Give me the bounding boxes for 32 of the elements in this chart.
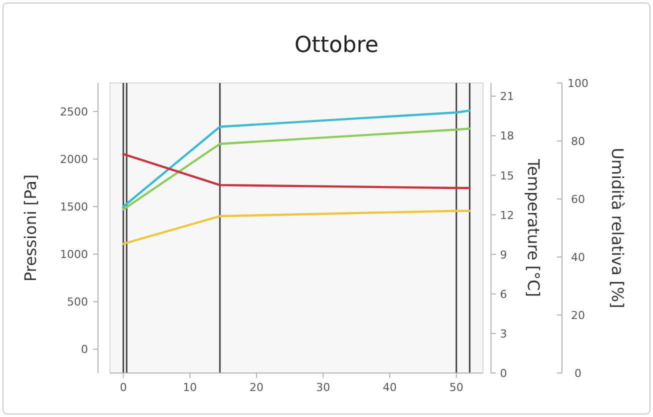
y3-tick-label: 80 xyxy=(571,135,585,148)
line-series xyxy=(122,128,471,211)
x-tick-label: 30 xyxy=(316,381,330,394)
x-tick-label: 0 xyxy=(120,381,127,394)
y-tick-label: 2500 xyxy=(60,106,88,119)
y3-tick-label: 100 xyxy=(568,77,588,90)
y2-tick-label: 0 xyxy=(500,367,507,380)
y2-tick-label: 21 xyxy=(500,90,514,104)
y3-tick-label: 40 xyxy=(571,251,585,264)
x-tick-label: 10 xyxy=(182,381,197,394)
y3-tick-label: 20 xyxy=(571,309,585,322)
y-tick-label: 1500 xyxy=(60,200,88,214)
y2-tick-label: 3 xyxy=(500,327,507,340)
y3-axis-title: Umidità relativa [%] xyxy=(608,148,627,308)
x-tick-label: 20 xyxy=(250,381,264,394)
y-tick-label: 0 xyxy=(81,343,88,356)
x-tick-label: 40 xyxy=(382,381,397,394)
y3-tick-label: 0 xyxy=(574,367,582,380)
y-tick-label: 500 xyxy=(67,296,88,309)
y2-axis-title: Temperature [°C] xyxy=(524,158,543,298)
y-tick-label: 2000 xyxy=(60,153,88,166)
chart-title: Ottobre xyxy=(294,33,379,58)
x-tick-label: 50 xyxy=(449,381,464,394)
y-axis-title: Pressioni [Pa] xyxy=(21,174,40,282)
y2-tick-label: 18 xyxy=(500,130,514,143)
y2-tick-label: 15 xyxy=(500,169,514,182)
line-series xyxy=(122,109,471,208)
y-tick-label: 1000 xyxy=(60,248,88,262)
y2-tick-label: 12 xyxy=(500,208,514,222)
y3-tick-label: 60 xyxy=(571,193,585,206)
y2-tick-label: 6 xyxy=(500,288,507,301)
y2-tick-label: 9 xyxy=(500,248,507,262)
